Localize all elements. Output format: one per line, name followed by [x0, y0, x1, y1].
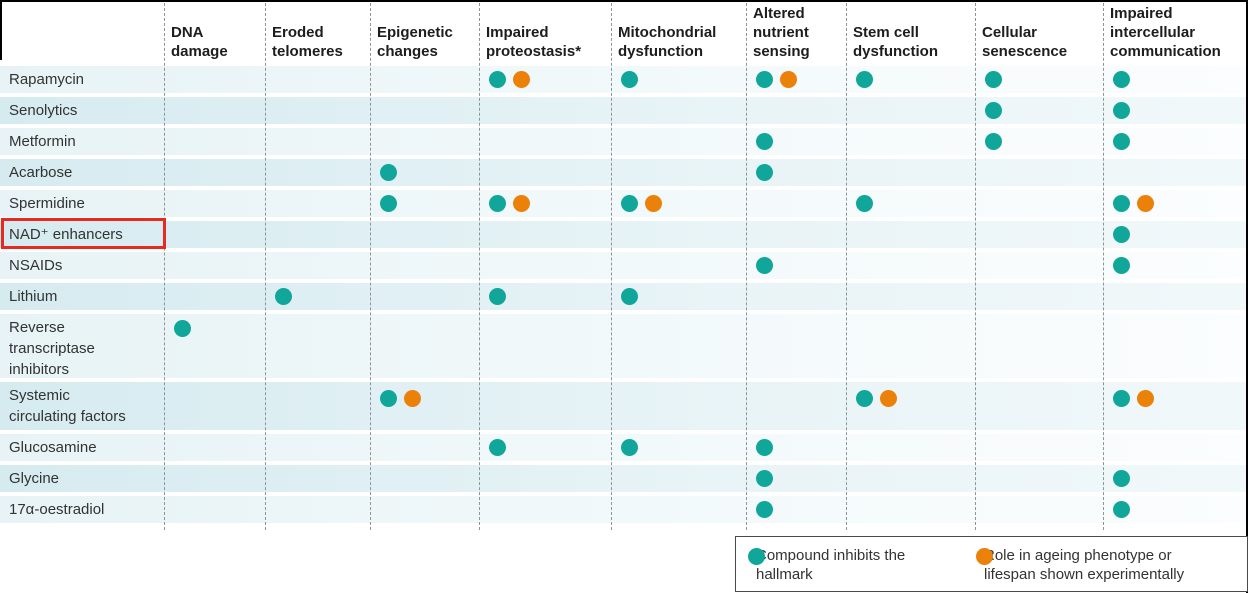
- legend: Compound inhibits the hallmark Role in a…: [735, 536, 1248, 592]
- dot-compound-inhibits: [1113, 102, 1130, 119]
- row-band: [0, 465, 1246, 492]
- dot-experimental-role: [645, 195, 662, 212]
- dot-compound-inhibits: [621, 195, 638, 212]
- column-header-dna: DNA damage: [171, 24, 228, 60]
- dot-compound-inhibits: [856, 195, 873, 212]
- row-label: 17α-oestradiol: [9, 501, 105, 518]
- legend-experimental-dot-icon: [976, 548, 993, 565]
- row-band: [0, 221, 1246, 248]
- row-label: Senolytics: [9, 102, 78, 119]
- row-band: [0, 314, 1246, 378]
- column-divider-telomeres: [265, 3, 266, 530]
- column-header-stemcell: Stem cell dysfunction: [853, 24, 938, 60]
- row-label: Reverse transcriptase inhibitors: [9, 319, 95, 378]
- dot-compound-inhibits: [756, 133, 773, 150]
- dot-compound-inhibits: [489, 195, 506, 212]
- top-border-line: [0, 0, 1248, 2]
- column-divider-epigenetic: [370, 3, 371, 530]
- right-border-line: [1246, 0, 1248, 593]
- dot-compound-inhibits: [1113, 257, 1130, 274]
- dot-compound-inhibits: [1113, 226, 1130, 243]
- row-label: Metformin: [9, 133, 76, 150]
- dot-experimental-role: [513, 71, 530, 88]
- column-header-telomeres: Eroded telomeres: [272, 24, 343, 60]
- column-header-epigenetic: Epigenetic changes: [377, 24, 453, 60]
- legend-item-experimental-role: Role in ageing phenotype or lifespan sho…: [976, 546, 1196, 584]
- dot-compound-inhibits: [621, 439, 638, 456]
- left-border-line: [0, 0, 2, 60]
- dot-compound-inhibits: [174, 319, 191, 337]
- dot-compound-inhibits: [756, 470, 773, 487]
- column-divider-proteostasis: [479, 3, 480, 530]
- legend-inhibit-label: Compound inhibits the hallmark: [756, 547, 906, 583]
- row-band: [0, 159, 1246, 186]
- dot-experimental-role: [880, 389, 897, 407]
- dot-compound-inhibits: [489, 439, 506, 456]
- row-label: Glycine: [9, 470, 60, 487]
- column-divider-nutrient: [746, 3, 747, 530]
- dot-compound-inhibits: [756, 164, 773, 181]
- row-band: [0, 97, 1246, 124]
- dot-compound-inhibits: [756, 439, 773, 456]
- dot-compound-inhibits: [275, 288, 292, 305]
- dot-compound-inhibits: [489, 288, 506, 305]
- dot-compound-inhibits: [1113, 133, 1130, 150]
- dot-compound-inhibits: [1113, 470, 1130, 487]
- dot-compound-inhibits: [489, 71, 506, 88]
- column-header-mitochondrial: Mitochondrial dysfunction: [618, 24, 717, 60]
- dot-compound-inhibits: [621, 288, 638, 305]
- dot-compound-inhibits: [380, 195, 397, 212]
- dot-compound-inhibits: [856, 389, 873, 407]
- row-band: [0, 128, 1246, 155]
- row-label: NAD⁺ enhancers: [9, 226, 123, 243]
- row-label: Lithium: [9, 288, 58, 305]
- dot-compound-inhibits: [985, 71, 1002, 88]
- dot-compound-inhibits: [1113, 195, 1130, 212]
- row-label: Systemic circulating factors: [9, 387, 126, 425]
- row-band: [0, 252, 1246, 279]
- legend-item-compound-inhibits: Compound inhibits the hallmark: [748, 546, 906, 584]
- dot-compound-inhibits: [985, 102, 1002, 119]
- column-divider-dna: [164, 3, 165, 530]
- dot-compound-inhibits: [1113, 501, 1130, 518]
- column-header-intercellular: Impaired intercellular communication: [1110, 5, 1221, 60]
- column-divider-intercellular: [1103, 3, 1104, 530]
- column-divider-mitochondrial: [611, 3, 612, 530]
- column-header-proteostasis: Impaired proteostasis*: [486, 24, 582, 60]
- row-label: Acarbose: [9, 164, 73, 181]
- row-label: Rapamycin: [9, 71, 85, 88]
- row-label: Glucosamine: [9, 439, 97, 456]
- dot-compound-inhibits: [621, 71, 638, 88]
- dot-experimental-role: [780, 71, 797, 88]
- row-band: [0, 382, 1246, 430]
- column-header-nutrient: Altered nutrient sensing: [753, 5, 810, 60]
- dot-experimental-role: [513, 195, 530, 212]
- dot-experimental-role: [1137, 389, 1154, 407]
- column-divider-senescence: [975, 3, 976, 530]
- row-label: Spermidine: [9, 195, 85, 212]
- dot-experimental-role: [404, 389, 421, 407]
- dot-compound-inhibits: [756, 501, 773, 518]
- dot-compound-inhibits: [380, 164, 397, 181]
- dot-compound-inhibits: [856, 71, 873, 88]
- dot-compound-inhibits: [756, 257, 773, 274]
- legend-inhibit-dot-icon: [748, 548, 765, 565]
- row-label: NSAIDs: [9, 257, 63, 274]
- column-header-senescence: Cellular senescence: [982, 24, 1068, 60]
- legend-experimental-label: Role in ageing phenotype or lifespan sho…: [984, 547, 1185, 583]
- dot-experimental-role: [1137, 195, 1154, 212]
- dot-compound-inhibits: [1113, 389, 1130, 407]
- dot-compound-inhibits: [756, 71, 773, 88]
- column-divider-stemcell: [846, 3, 847, 530]
- dot-compound-inhibits: [380, 389, 397, 407]
- row-band: [0, 496, 1246, 523]
- dot-compound-inhibits: [985, 133, 1002, 150]
- nad-enhancers-highlight-box: [1, 218, 166, 249]
- dot-compound-inhibits: [1113, 71, 1130, 88]
